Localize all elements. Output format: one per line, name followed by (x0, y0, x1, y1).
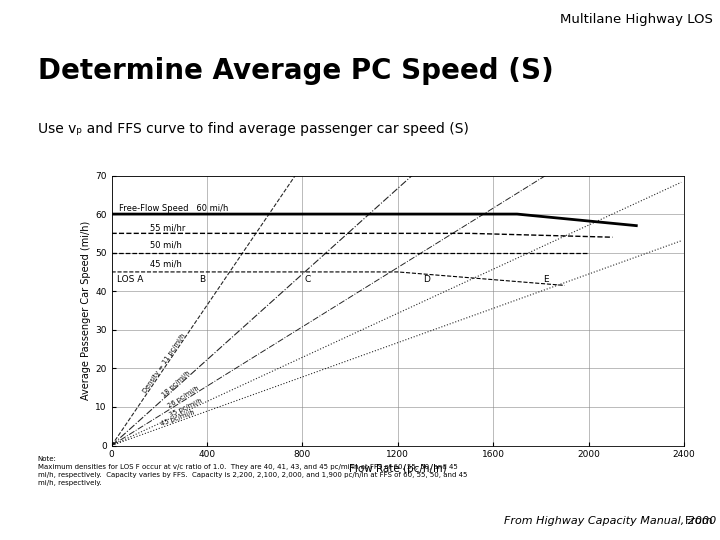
Text: 50 mi/h: 50 mi/h (150, 240, 181, 249)
Text: Free-Flow Speed   60 mi/h: Free-Flow Speed 60 mi/h (119, 204, 228, 213)
Text: 26 pc/mi/h: 26 pc/mi/h (167, 385, 200, 409)
Text: Note:
Maximum densities for LOS F occur at v/c ratio of 1.0.  They are 40, 41, 4: Note: Maximum densities for LOS F occur … (37, 456, 467, 487)
Text: From Highway Capacity Manual, 2000: From Highway Capacity Manual, 2000 (504, 516, 716, 526)
Text: 18 pc/mi/h: 18 pc/mi/h (161, 370, 191, 398)
Text: Use vₚ and FFS curve to find average passenger car speed (S): Use vₚ and FFS curve to find average pas… (37, 122, 469, 136)
Text: From: From (685, 516, 716, 526)
Text: D: D (423, 275, 430, 284)
Text: CEE 320
Spring 2008: CEE 320 Spring 2008 (4, 463, 23, 509)
Text: E: E (543, 275, 549, 284)
Text: Multilane Highway LOS: Multilane Highway LOS (560, 14, 713, 26)
Text: LOS A: LOS A (117, 275, 144, 284)
Y-axis label: Average Passenger Car Speed (mi/h): Average Passenger Car Speed (mi/h) (81, 221, 91, 400)
Text: Determine Average PC Speed (S): Determine Average PC Speed (S) (37, 57, 554, 85)
X-axis label: Flow Rate (pc/h/ln): Flow Rate (pc/h/ln) (349, 463, 446, 474)
Text: 35 pc/mi/h: 35 pc/mi/h (169, 397, 204, 418)
Text: 55 mi/hr: 55 mi/hr (150, 223, 185, 232)
Text: C: C (304, 275, 310, 284)
Text: Density = 11 pc/mi/h: Density = 11 pc/mi/h (142, 332, 186, 394)
Text: B: B (199, 275, 205, 284)
Text: 45 mi/h: 45 mi/h (150, 260, 181, 269)
Text: 45 pc/mi/h: 45 pc/mi/h (161, 409, 196, 427)
